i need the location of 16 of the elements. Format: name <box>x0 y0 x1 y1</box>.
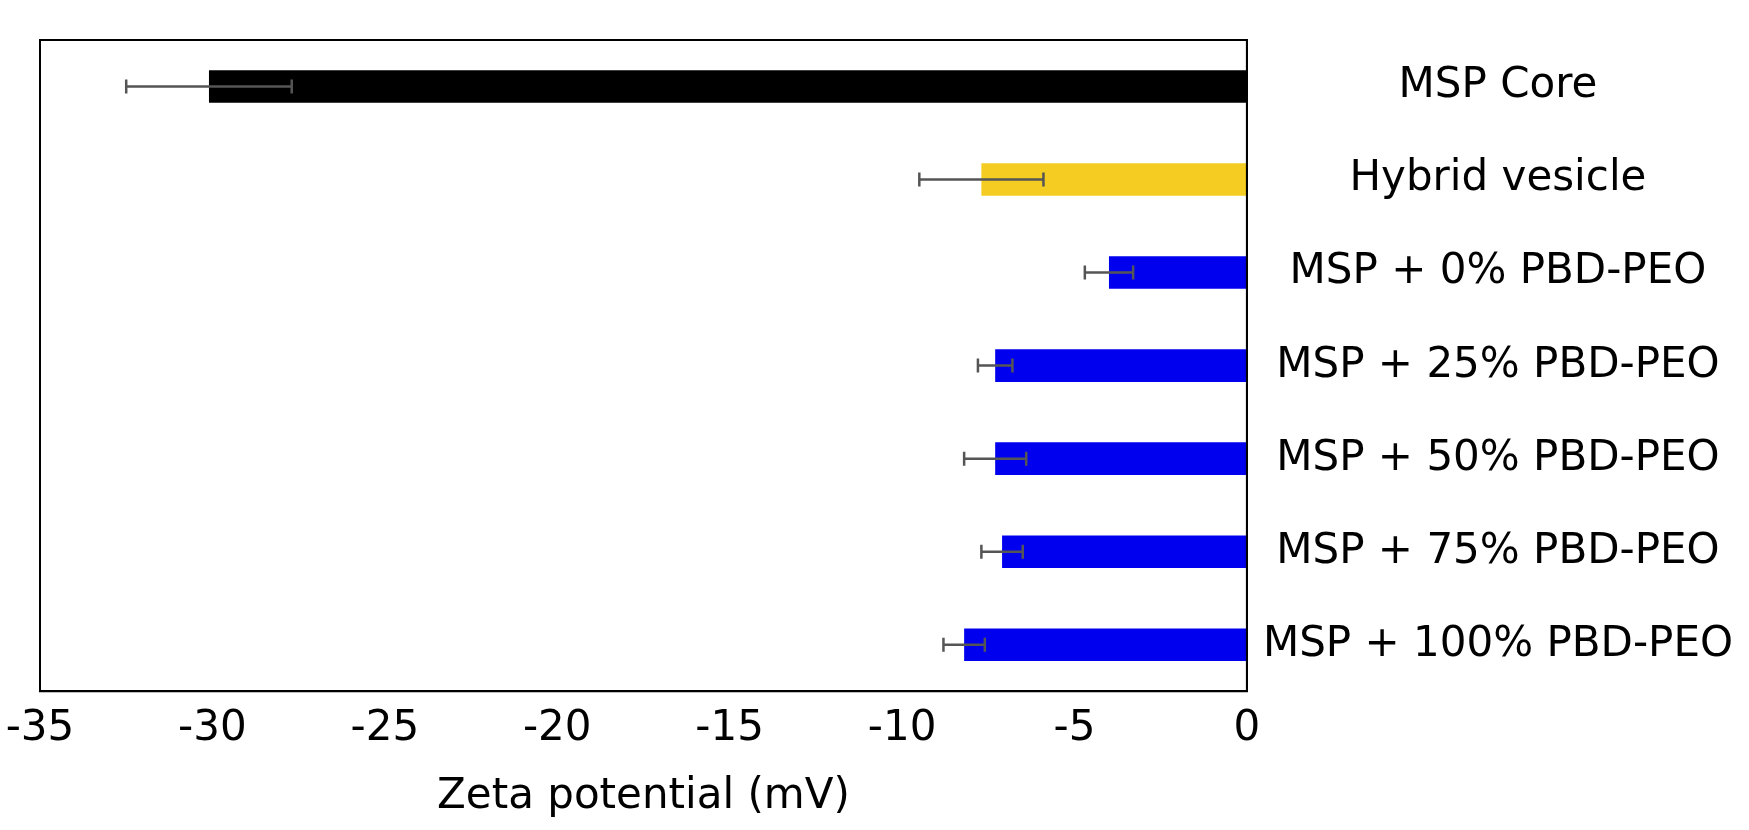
y-tick-label: MSP + 25% PBD-PEO <box>1276 337 1720 387</box>
x-tick-label: -5 <box>1053 701 1096 751</box>
x-tick-label: -25 <box>350 701 420 751</box>
x-tick-label: -20 <box>522 701 592 751</box>
x-tick-label: -35 <box>5 701 75 751</box>
y-tick-label: MSP + 100% PBD-PEO <box>1262 616 1733 666</box>
y-tick-label: MSP + 75% PBD-PEO <box>1276 523 1720 573</box>
x-axis-title: Zeta potential (mV) <box>437 768 850 818</box>
x-tick-label: -15 <box>695 701 764 751</box>
y-tick-label: MSP + 50% PBD-PEO <box>1276 430 1720 480</box>
y-tick-label: MSP + 0% PBD-PEO <box>1289 244 1707 294</box>
x-tick-label: 0 <box>1233 701 1261 751</box>
y-tick-label: MSP Core <box>1398 58 1598 108</box>
x-tick-label: -30 <box>178 701 247 751</box>
y-tick-label: Hybrid vesicle <box>1349 151 1647 201</box>
x-tick-label: -10 <box>867 701 937 751</box>
